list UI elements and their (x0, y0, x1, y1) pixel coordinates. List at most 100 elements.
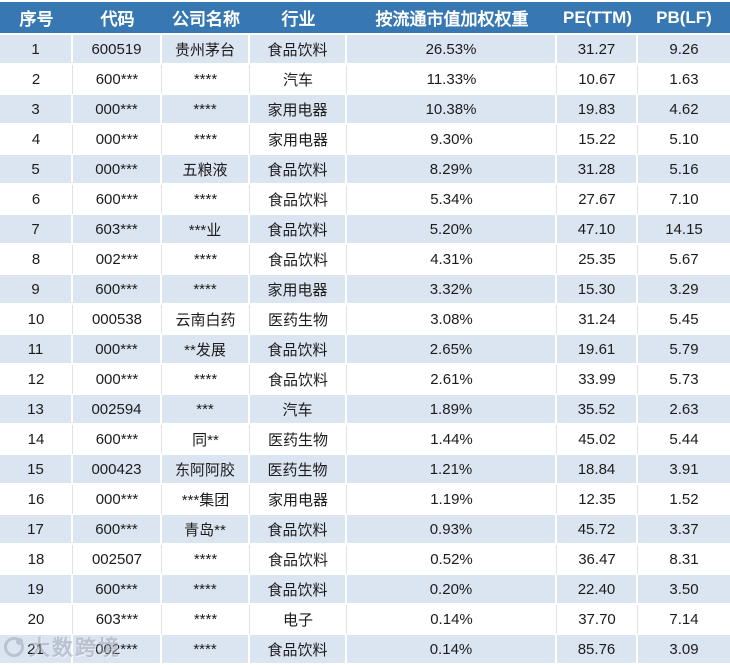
cell-company-name: 同** (162, 425, 250, 455)
cell-pb: 5.10 (638, 125, 730, 155)
cell-code: 000*** (73, 125, 162, 155)
cell-index: 12 (0, 365, 73, 395)
table-row: 1 600519 贵州茅台 食品饮料 26.53% 31.27 9.26 (0, 35, 730, 65)
cell-weight: 0.93% (347, 515, 557, 545)
cell-code: 603*** (73, 605, 162, 635)
cell-code: 600*** (73, 575, 162, 605)
cell-pe: 85.76 (557, 635, 638, 665)
cell-weight: 11.33% (347, 65, 557, 95)
cell-pb: 1.52 (638, 485, 730, 515)
table-row: 6 600*** **** 食品饮料 5.34% 27.67 7.10 (0, 185, 730, 215)
cell-pe: 47.10 (557, 215, 638, 245)
cell-industry: 食品饮料 (250, 35, 347, 65)
cell-pb: 7.10 (638, 185, 730, 215)
cell-pb: 3.37 (638, 515, 730, 545)
cell-pe: 19.61 (557, 335, 638, 365)
cell-industry: 食品饮料 (250, 545, 347, 575)
cell-pb: 14.15 (638, 215, 730, 245)
cell-pe: 22.40 (557, 575, 638, 605)
cell-code: 600519 (73, 35, 162, 65)
cell-index: 16 (0, 485, 73, 515)
cell-index: 3 (0, 95, 73, 125)
cell-pe: 35.52 (557, 395, 638, 425)
cell-index: 14 (0, 425, 73, 455)
cell-weight: 5.20% (347, 215, 557, 245)
table-row: 12 000*** **** 食品饮料 2.61% 33.99 5.73 (0, 365, 730, 395)
cell-weight: 4.31% (347, 245, 557, 275)
cell-pb: 3.29 (638, 275, 730, 305)
cell-company-name: 云南白药 (162, 305, 250, 335)
cell-company-name: **** (162, 365, 250, 395)
cell-index: 17 (0, 515, 73, 545)
cell-code: 600*** (73, 425, 162, 455)
cell-company-name: 青岛** (162, 515, 250, 545)
cell-company-name: **发展 (162, 335, 250, 365)
cell-index: 11 (0, 335, 73, 365)
cell-pe: 37.70 (557, 605, 638, 635)
cell-pe: 15.22 (557, 125, 638, 155)
cell-pb: 8.31 (638, 545, 730, 575)
cell-industry: 家用电器 (250, 485, 347, 515)
cell-pe: 31.24 (557, 305, 638, 335)
cell-company-name: 贵州茅台 (162, 35, 250, 65)
table-row: 21 002*** **** 食品饮料 0.14% 85.76 3.09 (0, 635, 730, 665)
cell-company-name: 东阿阿胶 (162, 455, 250, 485)
cell-pb: 3.50 (638, 575, 730, 605)
cell-company-name: **** (162, 125, 250, 155)
cell-industry: 医药生物 (250, 305, 347, 335)
cell-pb: 5.73 (638, 365, 730, 395)
cell-pe: 45.72 (557, 515, 638, 545)
cell-pe: 19.83 (557, 95, 638, 125)
cell-index: 8 (0, 245, 73, 275)
cell-pb: 5.79 (638, 335, 730, 365)
table-row: 19 600*** **** 食品饮料 0.20% 22.40 3.50 (0, 575, 730, 605)
cell-weight: 0.14% (347, 605, 557, 635)
table-row: 17 600*** 青岛** 食品饮料 0.93% 45.72 3.37 (0, 515, 730, 545)
cell-index: 2 (0, 65, 73, 95)
cell-code: 002507 (73, 545, 162, 575)
cell-industry: 家用电器 (250, 125, 347, 155)
cell-pe: 36.47 (557, 545, 638, 575)
cell-industry: 汽车 (250, 65, 347, 95)
cell-pe: 45.02 (557, 425, 638, 455)
cell-index: 10 (0, 305, 73, 335)
cell-weight: 9.30% (347, 125, 557, 155)
cell-company-name: 五粮液 (162, 155, 250, 185)
table-row: 4 000*** **** 家用电器 9.30% 15.22 5.10 (0, 125, 730, 155)
cell-code: 002*** (73, 245, 162, 275)
cell-weight: 0.20% (347, 575, 557, 605)
cell-industry: 食品饮料 (250, 515, 347, 545)
cell-industry: 医药生物 (250, 425, 347, 455)
cell-weight: 0.14% (347, 635, 557, 665)
cell-company-name: **** (162, 545, 250, 575)
cell-weight: 26.53% (347, 35, 557, 65)
cell-pb: 4.62 (638, 95, 730, 125)
cell-industry: 家用电器 (250, 95, 347, 125)
cell-company-name: ***业 (162, 215, 250, 245)
cell-code: 000*** (73, 95, 162, 125)
cell-pe: 15.30 (557, 275, 638, 305)
cell-weight: 8.29% (347, 155, 557, 185)
table-row: 10 000538 云南白药 医药生物 3.08% 31.24 5.45 (0, 305, 730, 335)
cell-company-name: **** (162, 635, 250, 665)
cell-code: 600*** (73, 185, 162, 215)
table-row: 11 000*** **发展 食品饮料 2.65% 19.61 5.79 (0, 335, 730, 365)
cell-weight: 3.08% (347, 305, 557, 335)
header-cell-pe: PE(TTM) (563, 7, 632, 27)
cell-pe: 33.99 (557, 365, 638, 395)
cell-index: 19 (0, 575, 73, 605)
table-row: 9 600*** **** 家用电器 3.32% 15.30 3.29 (0, 275, 730, 305)
cell-index: 5 (0, 155, 73, 185)
cell-company-name: ***集团 (162, 485, 250, 515)
cell-code: 000*** (73, 155, 162, 185)
cell-weight: 0.52% (347, 545, 557, 575)
header-cell-index: 序号 (19, 10, 54, 29)
table-row: 13 002594 *** 汽车 1.89% 35.52 2.63 (0, 395, 730, 425)
cell-index: 21 (0, 635, 73, 665)
cell-pb: 5.45 (638, 305, 730, 335)
table-body: 1 600519 贵州茅台 食品饮料 26.53% 31.27 9.26 2 6… (0, 35, 730, 665)
cell-pb: 1.63 (638, 65, 730, 95)
cell-industry: 食品饮料 (250, 185, 347, 215)
table-row: 7 603*** ***业 食品饮料 5.20% 47.10 14.15 (0, 215, 730, 245)
